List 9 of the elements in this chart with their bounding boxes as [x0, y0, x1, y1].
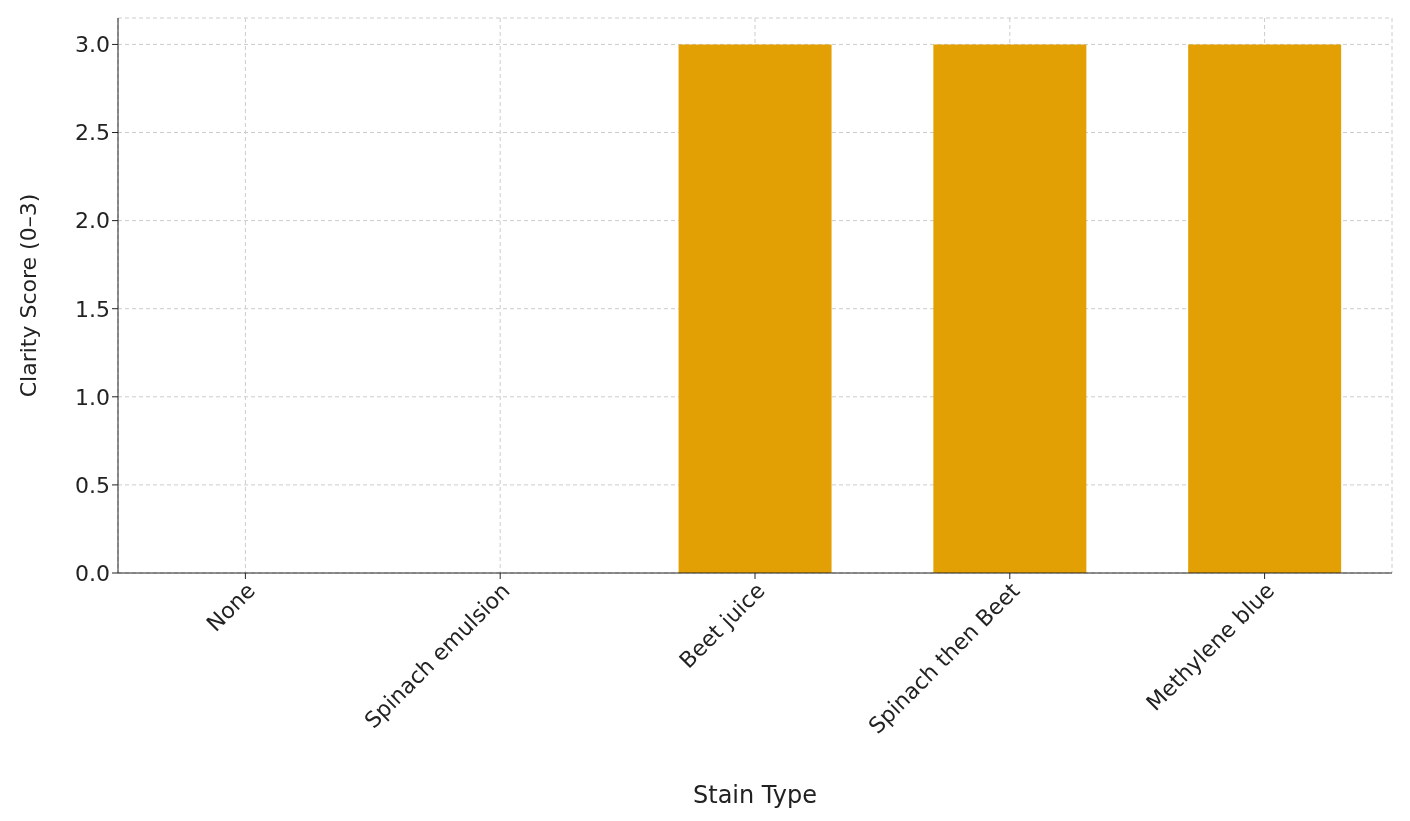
y-tick-label: 2.5: [75, 120, 110, 146]
y-tick-label: 0.5: [75, 472, 110, 498]
y-axis-title: Clarity Score (0–3): [15, 193, 41, 398]
y-tick-label: 2.0: [75, 208, 110, 234]
x-axis-title: Stain Type: [693, 781, 817, 809]
y-tick-label: 1.0: [75, 384, 110, 410]
y-tick-label: 0.0: [75, 560, 110, 586]
y-tick-label: 3.0: [75, 32, 110, 58]
y-tick-label: 1.5: [75, 296, 110, 322]
